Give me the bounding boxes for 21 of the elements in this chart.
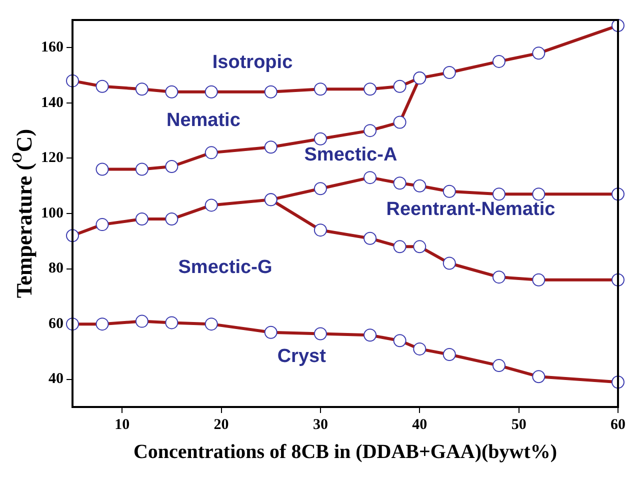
y-tick-label: 40 — [48, 371, 64, 388]
x-tick-label: 40 — [412, 416, 428, 433]
annotation: Cryst — [277, 346, 327, 367]
x-tick-label: 60 — [610, 416, 626, 433]
x-tick-label: 30 — [312, 416, 328, 433]
x-tick-label: 50 — [511, 416, 526, 433]
annotation: Nematic — [166, 110, 241, 131]
x-tick-label: 20 — [214, 416, 229, 433]
annotation: Smectic-G — [178, 256, 272, 278]
annotation: Isotropic — [212, 52, 294, 73]
y-tick-label: 60 — [48, 316, 64, 332]
y-tick-label: 100 — [41, 205, 64, 222]
annotation: Smectic-A — [304, 144, 398, 166]
x-tick-label: 10 — [114, 416, 130, 433]
y-tick-label: 140 — [41, 94, 64, 111]
y-tick-label: 80 — [48, 260, 64, 277]
annotation: Reentrant-Nematic — [386, 198, 556, 220]
y-tick-label: 120 — [41, 150, 64, 166]
y-axis-title: Temperature (OC) — [10, 128, 37, 298]
y-tick-label: 160 — [41, 40, 64, 56]
x-axis-title: Concentrations of 8CB in (DDAB+GAA)(bywt%) — [133, 441, 558, 464]
